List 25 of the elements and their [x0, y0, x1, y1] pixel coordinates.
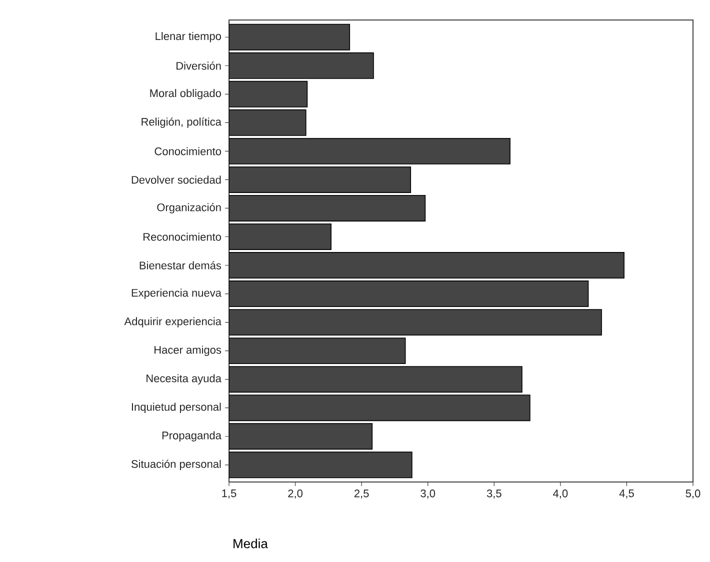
x-tick-label: 1,5	[222, 490, 236, 498]
y-tick-label: Organización	[157, 203, 221, 214]
x-tick-label: 2,0	[288, 490, 303, 499]
y-tick-label: Necesita ayuda	[146, 374, 222, 384]
y-tick-label: Llenar tiempo	[156, 32, 221, 42]
x-tick-label: 3,0	[420, 490, 436, 499]
x-tick-label: 2,5	[354, 490, 369, 499]
x-tick-label: 4,5	[619, 490, 634, 498]
y-tick-label: Religión, política	[142, 117, 222, 128]
y-tick-label: Propaganda	[162, 431, 222, 442]
y-tick-label: Reconocimiento	[144, 232, 222, 241]
y-tick-label: Conocimiento	[154, 147, 222, 156]
y-tick-label: Inquietud personal	[132, 402, 221, 413]
x-tick-label: 4,0	[553, 490, 568, 499]
y-tick-label: Diversión	[176, 62, 221, 70]
x-tick-label: 3,5	[486, 490, 502, 499]
y-tick-label: Experiencia nueva	[132, 288, 222, 299]
y-tick-label: Hacer amigos	[154, 346, 222, 356]
x-tick-label: 5,0	[686, 490, 700, 499]
y-tick-label: Situación personal	[131, 460, 221, 470]
y-tick-label: Moral obligado	[150, 89, 221, 100]
y-tick-label: Devolver sociedad	[132, 176, 221, 184]
y-tick-label: Bienestar demás	[140, 261, 222, 270]
y-tick-label: Adquirir experiencia	[124, 317, 222, 328]
x-axis-title: Media	[234, 538, 268, 548]
